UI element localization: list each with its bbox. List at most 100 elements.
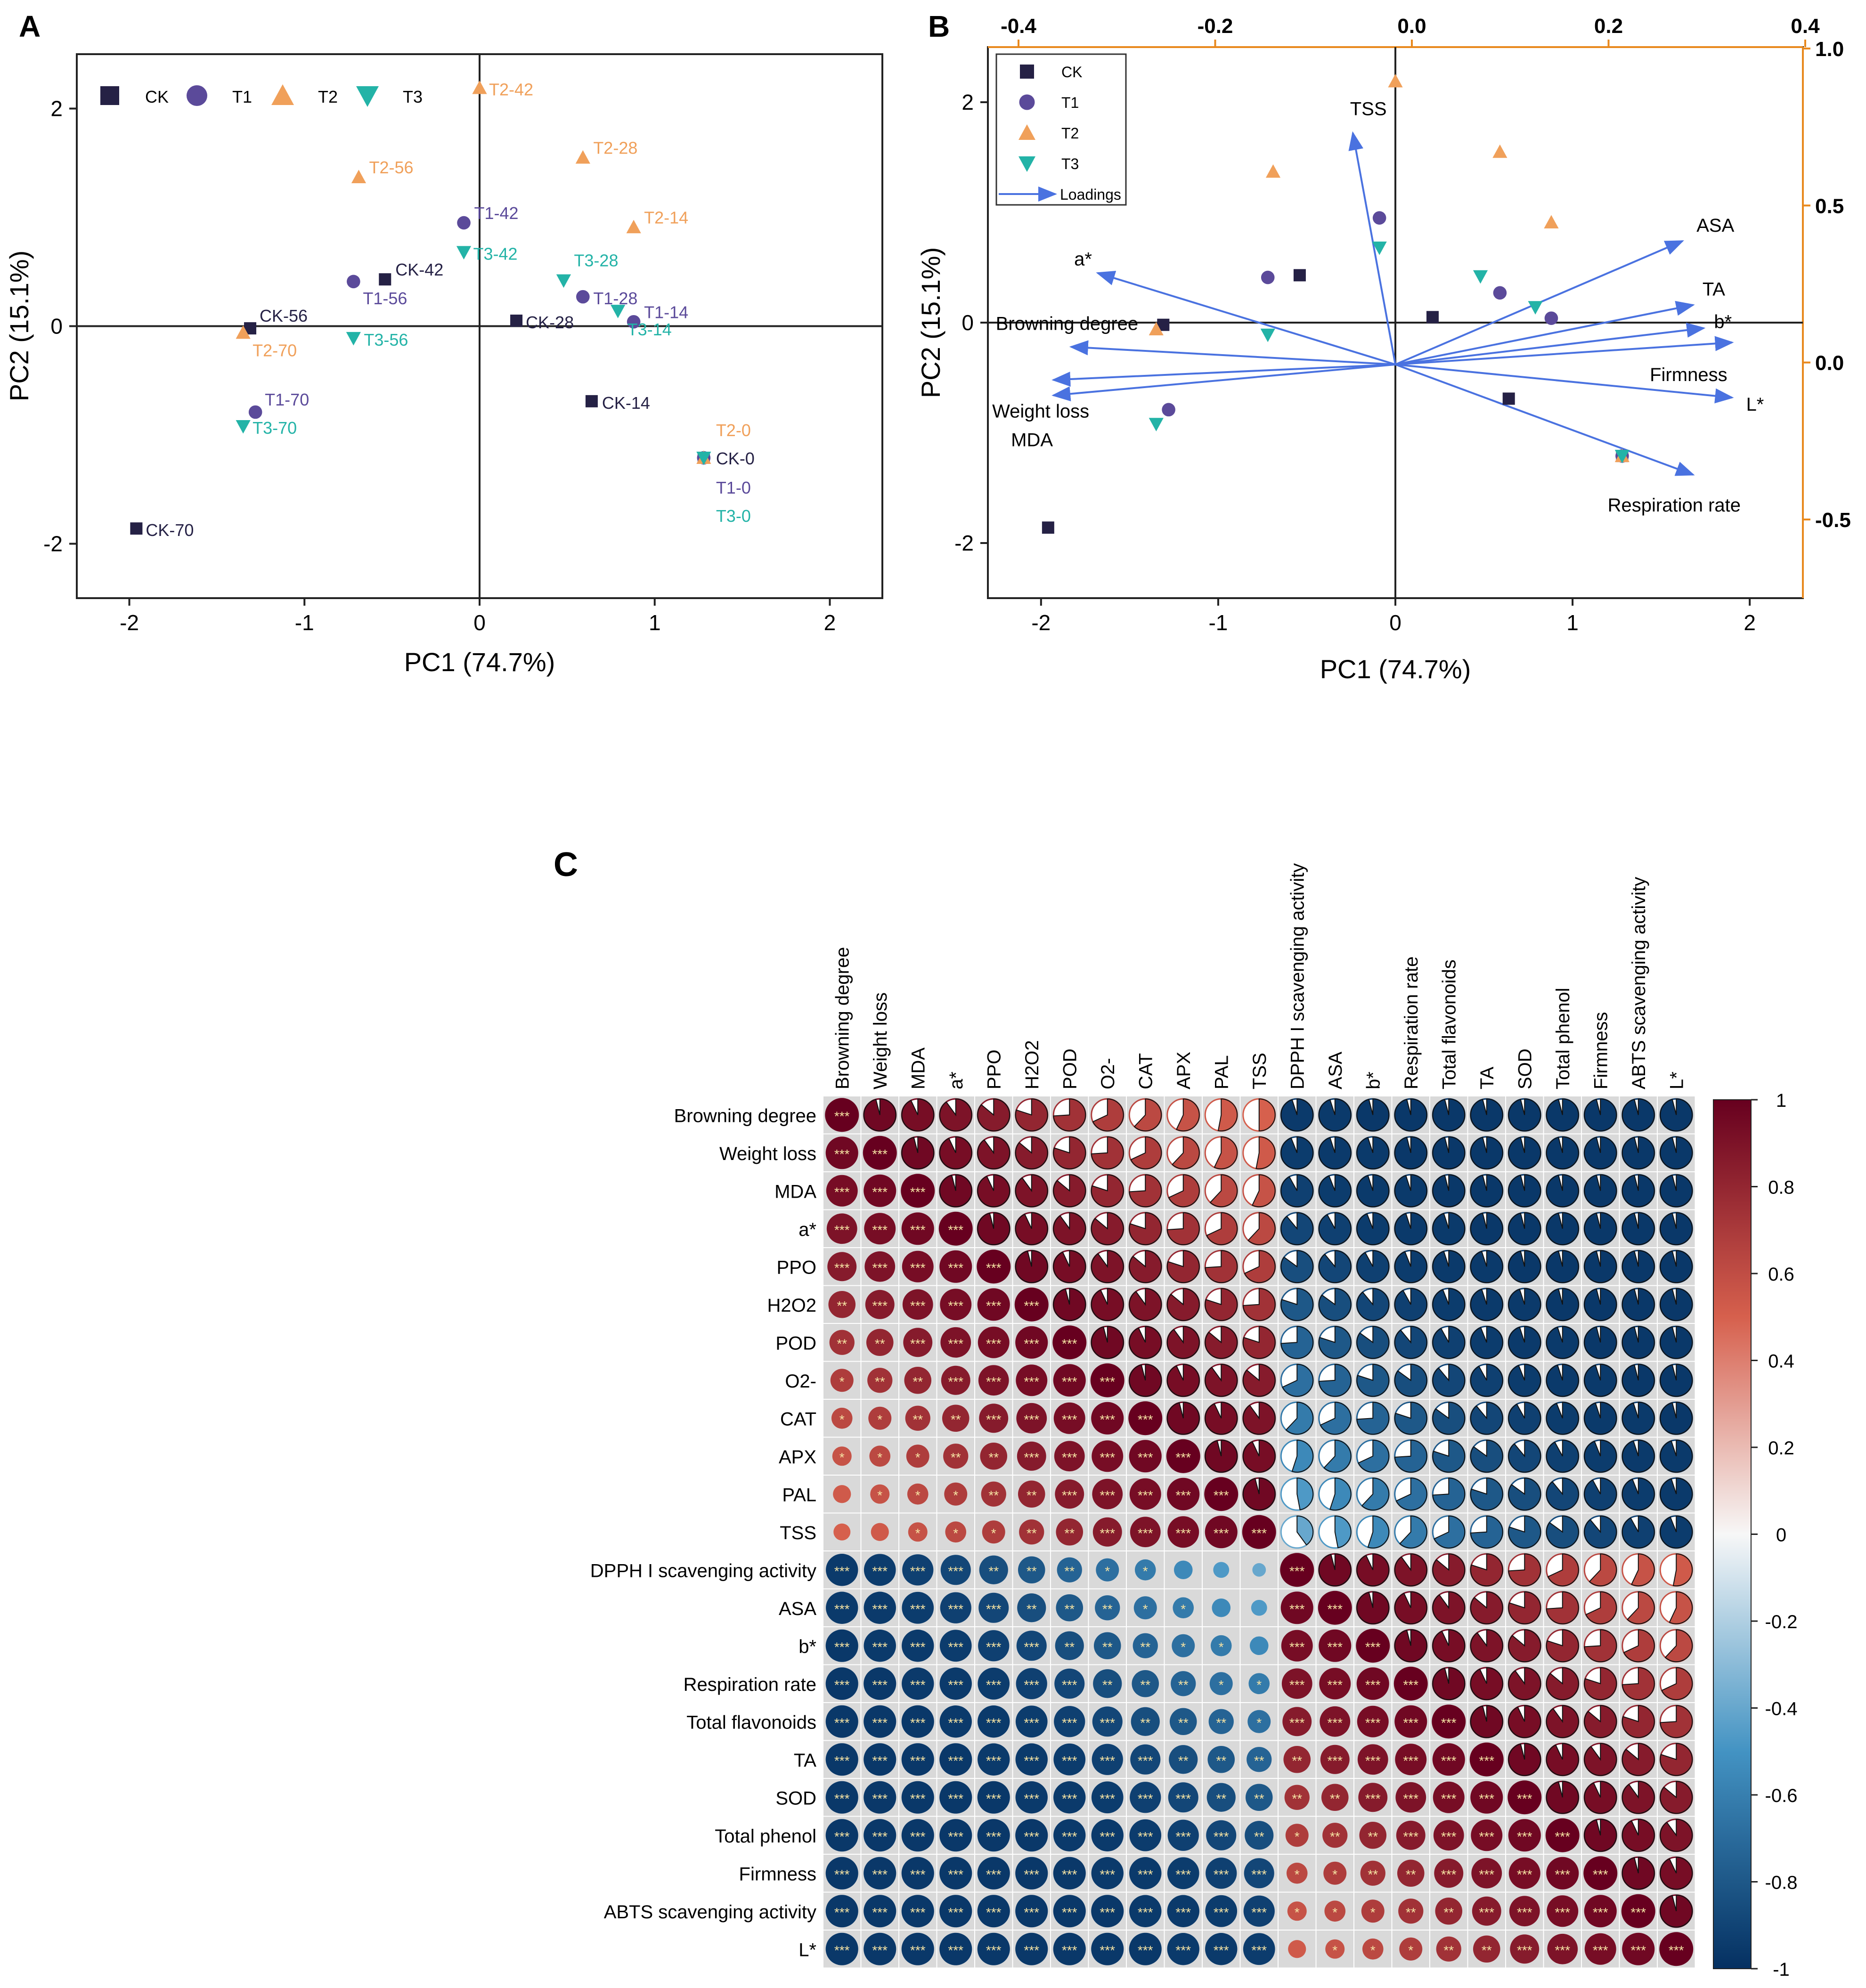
loading-arrow bbox=[1096, 270, 1396, 365]
significance-stars: *** bbox=[948, 1602, 963, 1616]
data-point bbox=[1162, 403, 1175, 417]
corr-circle bbox=[825, 1743, 858, 1776]
colorbar-tick-label: -0.8 bbox=[1765, 1873, 1798, 1893]
significance-stars: *** bbox=[872, 1678, 888, 1692]
significance-stars: *** bbox=[834, 1678, 850, 1692]
corr-circle bbox=[1016, 1631, 1047, 1661]
pie-slice bbox=[1432, 1629, 1466, 1663]
pie-slice bbox=[1130, 1136, 1162, 1169]
pie-slice bbox=[1470, 1288, 1503, 1321]
significance-stars: *** bbox=[1365, 1639, 1381, 1654]
corr-circle bbox=[1205, 1933, 1238, 1965]
pie-slice bbox=[1318, 1288, 1352, 1321]
pie-slice bbox=[1622, 1818, 1655, 1852]
corr-circle bbox=[1472, 1896, 1501, 1926]
x-axis-title: PC1 (74.7%) bbox=[404, 647, 555, 677]
significance-stars: ** bbox=[1482, 1943, 1492, 1957]
significance-stars: *** bbox=[1062, 1943, 1077, 1957]
pie-slice bbox=[1091, 1212, 1124, 1245]
pie-slice bbox=[1432, 1402, 1466, 1435]
corr-circle bbox=[1283, 1745, 1311, 1773]
significance-stars: *** bbox=[1024, 1905, 1039, 1920]
significance-stars: *** bbox=[1024, 1867, 1039, 1882]
corr-circle bbox=[1134, 1559, 1156, 1581]
significance-stars: *** bbox=[1024, 1374, 1039, 1389]
significance-stars: *** bbox=[1138, 1488, 1153, 1502]
significance-stars: *** bbox=[872, 1147, 888, 1161]
pie-slice bbox=[1166, 1326, 1200, 1359]
corr-circle bbox=[1205, 1516, 1238, 1549]
corr-circle bbox=[1282, 1707, 1312, 1736]
loading-label: Weight loss bbox=[992, 401, 1089, 422]
corr-circle bbox=[1583, 1856, 1618, 1891]
pie-slice bbox=[1129, 1174, 1162, 1208]
significance-stars: *** bbox=[986, 1715, 1002, 1730]
pie-slice bbox=[1091, 1288, 1124, 1321]
significance-stars: *** bbox=[1062, 1336, 1077, 1351]
pie-slice bbox=[1280, 1326, 1314, 1359]
significance-stars: ** bbox=[1064, 1639, 1075, 1654]
colorbar-tick-label: 0.4 bbox=[1768, 1351, 1794, 1372]
significance-stars: ** bbox=[1368, 1829, 1378, 1844]
corr-circle bbox=[1053, 1364, 1086, 1397]
significance-stars: *** bbox=[872, 1260, 888, 1275]
significance-stars: * bbox=[1370, 1905, 1376, 1920]
corr-circle bbox=[1357, 1705, 1389, 1737]
pie-slice bbox=[1660, 1515, 1693, 1549]
corr-circle bbox=[939, 1743, 972, 1776]
significance-stars: *** bbox=[872, 1753, 888, 1768]
row-label: Firmness bbox=[739, 1864, 816, 1884]
significance-stars: *** bbox=[948, 1829, 963, 1844]
significance-stars: *** bbox=[1024, 1639, 1039, 1654]
significance-stars: * bbox=[991, 1526, 996, 1541]
corr-circle bbox=[1054, 1668, 1085, 1699]
corr-circle bbox=[1017, 1593, 1046, 1623]
corr-circle bbox=[1052, 1325, 1087, 1360]
pie-slice bbox=[1361, 1477, 1390, 1511]
pie-slice bbox=[1432, 1363, 1466, 1397]
data-point bbox=[510, 314, 523, 327]
data-point bbox=[379, 273, 391, 286]
pie-slice bbox=[1356, 1250, 1390, 1283]
corr-circle bbox=[1053, 1819, 1086, 1851]
corr-circle bbox=[1321, 1784, 1349, 1811]
corr-circle bbox=[901, 1705, 934, 1738]
colorbar-tick-label: 0.8 bbox=[1768, 1177, 1794, 1198]
significance-stars: ** bbox=[913, 1374, 923, 1389]
pie-slice bbox=[1318, 1250, 1352, 1283]
significance-stars: ** bbox=[1140, 1678, 1150, 1692]
corr-circle bbox=[1092, 1478, 1123, 1509]
significance-stars: *** bbox=[948, 1867, 963, 1882]
column-label: Respiration rate bbox=[1401, 957, 1422, 1089]
pie-slice bbox=[977, 1136, 1010, 1169]
significance-stars: ** bbox=[1102, 1678, 1113, 1692]
pie-slice bbox=[1291, 1439, 1314, 1473]
pie-slice bbox=[1356, 1288, 1390, 1321]
corr-circle bbox=[1434, 1858, 1464, 1888]
significance-stars: *** bbox=[1555, 1829, 1570, 1844]
legend-label: CK bbox=[145, 87, 169, 106]
significance-stars: *** bbox=[1214, 1488, 1229, 1502]
pie-slice bbox=[939, 1174, 972, 1208]
significance-stars: * bbox=[1408, 1943, 1413, 1957]
significance-stars: *** bbox=[834, 1905, 850, 1920]
corr-circle bbox=[871, 1523, 889, 1541]
corr-circle bbox=[864, 1174, 896, 1207]
corr-circle bbox=[1056, 1594, 1084, 1622]
pie-slice bbox=[1584, 1326, 1617, 1359]
significance-stars: *** bbox=[910, 1829, 926, 1844]
x-tick-label: 0 bbox=[473, 610, 486, 635]
pie-slice bbox=[1661, 1667, 1693, 1700]
significance-stars: *** bbox=[1100, 1526, 1115, 1541]
significance-stars: *** bbox=[986, 1678, 1002, 1692]
column-label: Firmness bbox=[1590, 1012, 1611, 1089]
axes: -2 -1 0 1 2 -2 0 2 -0.4 -0.2 0.0 0.2 0.4 -0.5 0.0 0.5 1.… bbox=[954, 15, 1851, 635]
significance-stars: ** bbox=[837, 1336, 847, 1351]
corr-circle bbox=[1284, 1785, 1310, 1810]
significance-stars: *** bbox=[910, 1260, 926, 1275]
loading-label: L* bbox=[1746, 394, 1764, 415]
pie-slice bbox=[1508, 1136, 1541, 1169]
data-points bbox=[1042, 73, 1630, 534]
pie-slice bbox=[1470, 1402, 1503, 1435]
significance-stars: *** bbox=[1100, 1715, 1115, 1730]
